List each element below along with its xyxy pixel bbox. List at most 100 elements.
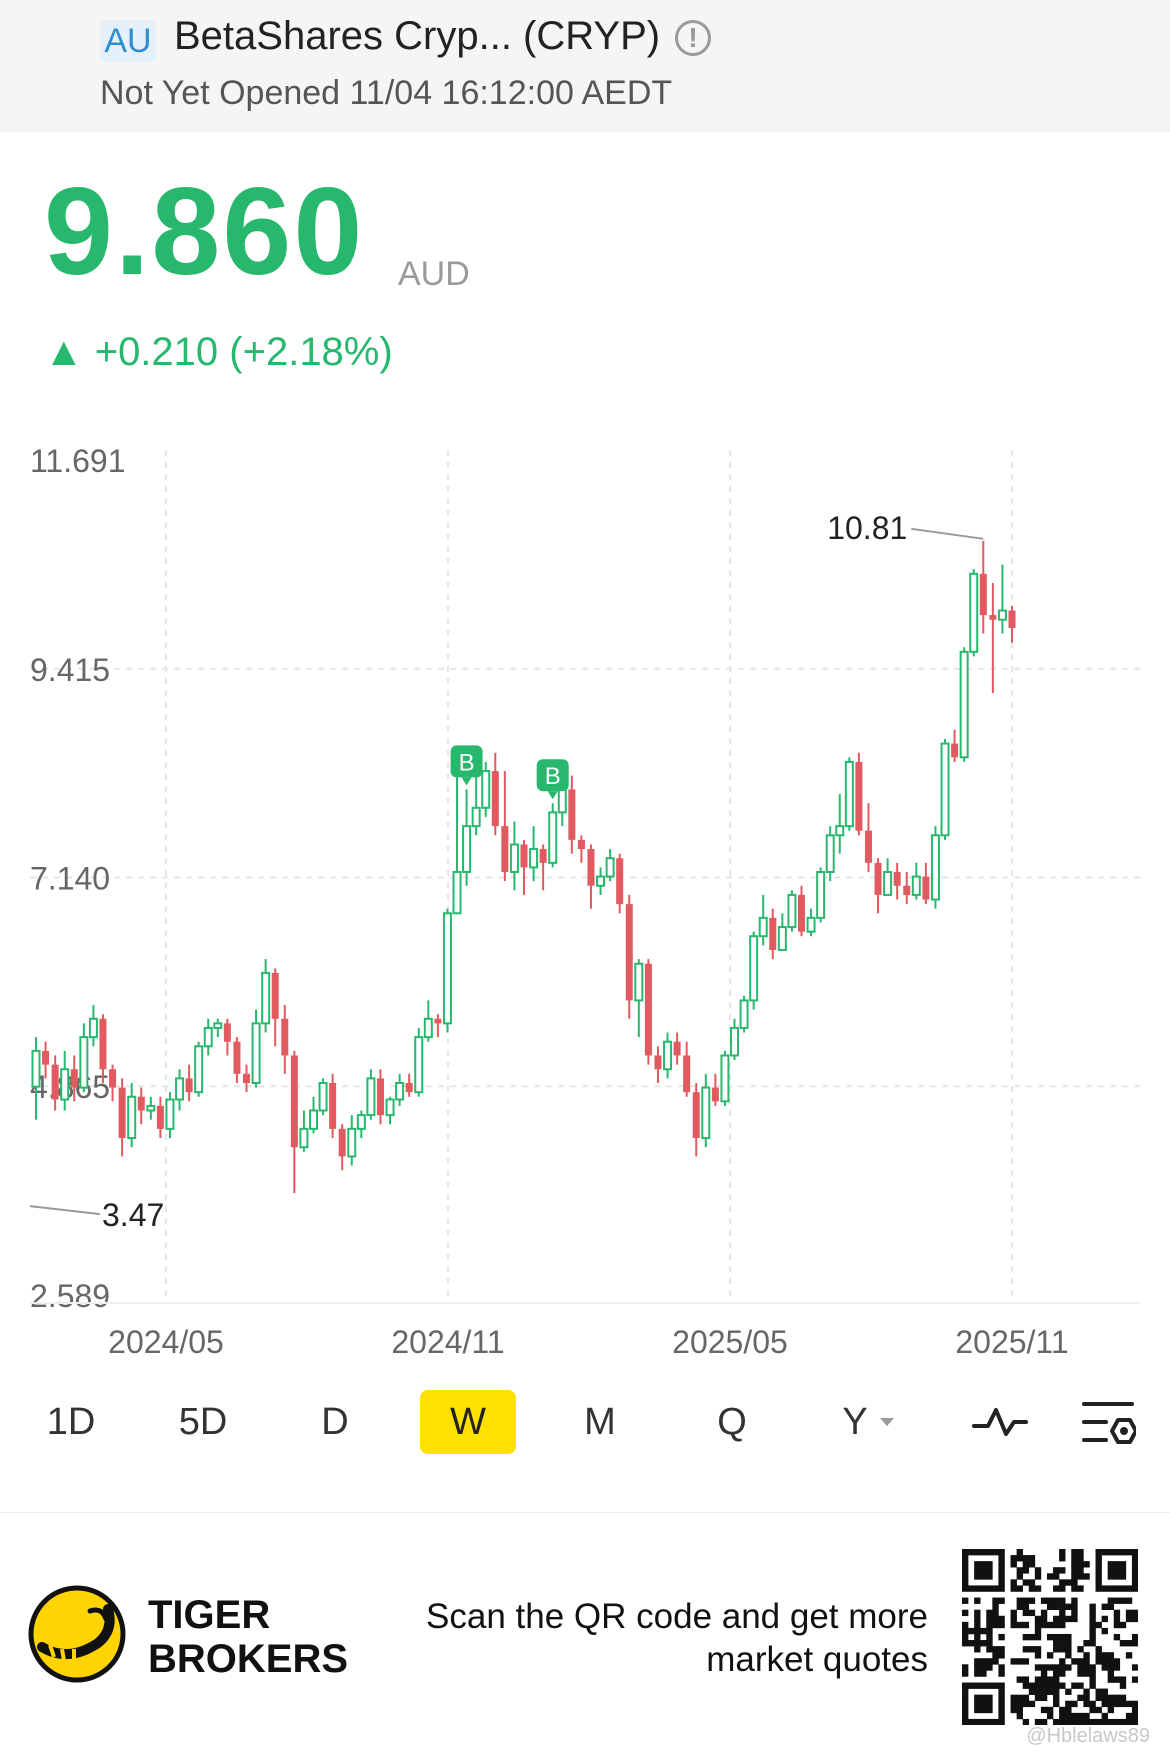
- qr-module: [1119, 1561, 1127, 1568]
- qr-module: [1053, 1694, 1060, 1702]
- qr-module: [1107, 1567, 1115, 1574]
- qr-module: [1131, 1712, 1138, 1720]
- candle-body: [233, 1041, 241, 1074]
- qr-module: [1107, 1573, 1115, 1580]
- qr-module: [1095, 1567, 1102, 1574]
- candle-body: [844, 760, 854, 828]
- qr-module: [1065, 1652, 1072, 1659]
- qr-module: [1083, 1640, 1090, 1647]
- qr-module: [1107, 1676, 1115, 1683]
- candle-body: [127, 1095, 137, 1140]
- qr-module: [1113, 1718, 1121, 1725]
- qr-module: [1053, 1615, 1060, 1623]
- chart-settings-button[interactable]: [1078, 1390, 1138, 1454]
- qr-module: [1065, 1700, 1072, 1708]
- qr-module: [1022, 1682, 1030, 1689]
- qr-module: [974, 1682, 981, 1689]
- tab-w[interactable]: W: [420, 1390, 516, 1454]
- qr-module: [1059, 1706, 1066, 1714]
- qr-module: [1071, 1573, 1078, 1580]
- scan-prompt: Scan the QR code and get more market quo…: [426, 1595, 928, 1681]
- candle-body: [175, 1077, 185, 1101]
- x-tick-label: 2025/05: [672, 1324, 788, 1360]
- qr-module: [974, 1718, 981, 1725]
- candle-body: [959, 650, 969, 759]
- qr-module: [1034, 1585, 1042, 1592]
- y-tick-label: 9.415: [30, 652, 110, 688]
- qr-module: [980, 1561, 987, 1568]
- qr-module: [1101, 1664, 1108, 1671]
- candle-body: [165, 1098, 175, 1130]
- candle-body: [261, 971, 271, 1025]
- candle-body: [864, 830, 872, 863]
- qr-module: [1034, 1646, 1042, 1653]
- qr-module: [998, 1694, 1005, 1702]
- tab-d[interactable]: D: [321, 1400, 349, 1443]
- candle-body: [654, 1055, 662, 1070]
- qr-module: [998, 1549, 1005, 1556]
- qr-module: [980, 1567, 987, 1574]
- qr-module: [1101, 1652, 1108, 1659]
- qr-module: [974, 1633, 981, 1641]
- candle-body: [366, 1077, 376, 1117]
- qr-module: [1022, 1597, 1030, 1604]
- qr-module: [1065, 1718, 1072, 1725]
- candle-body: [213, 1022, 223, 1029]
- candle-body: [548, 811, 558, 864]
- qr-module: [1119, 1694, 1127, 1702]
- qr-module: [1059, 1640, 1066, 1647]
- qr-module: [1065, 1633, 1072, 1641]
- qr-module: [1028, 1633, 1036, 1641]
- candle-body: [109, 1069, 117, 1088]
- tiger-logo-icon: [28, 1585, 126, 1683]
- qr-module: [1095, 1555, 1102, 1562]
- tab-1d[interactable]: 1D: [46, 1400, 96, 1443]
- qr-module: [1053, 1567, 1060, 1574]
- qr-module: [1071, 1700, 1078, 1708]
- qr-module: [1016, 1700, 1023, 1708]
- qr-module: [1077, 1718, 1084, 1725]
- tab-q[interactable]: Q: [717, 1400, 747, 1443]
- qr-module: [1131, 1549, 1138, 1556]
- qr-module: [1016, 1555, 1023, 1562]
- tab-m[interactable]: M: [584, 1400, 616, 1443]
- qr-module: [1059, 1682, 1066, 1689]
- qr-module: [1065, 1579, 1072, 1586]
- candle-body: [720, 1054, 730, 1103]
- qr-module: [1046, 1682, 1054, 1689]
- indicator-button[interactable]: [970, 1390, 1030, 1454]
- qr-module: [1016, 1603, 1023, 1610]
- tab-5d[interactable]: 5D: [178, 1400, 228, 1443]
- qr-module: [1107, 1597, 1115, 1604]
- qr-module: [998, 1567, 1005, 1574]
- qr-module: [1010, 1694, 1017, 1702]
- qr-module: [1131, 1579, 1138, 1586]
- qr-module: [1028, 1682, 1036, 1689]
- candle-body: [587, 849, 595, 886]
- qr-module: [980, 1700, 987, 1708]
- qr-module: [1131, 1573, 1138, 1580]
- qr-module: [1065, 1688, 1072, 1695]
- qr-module: [1071, 1597, 1078, 1604]
- weekly-candlestick-chart[interactable]: 11.691 9.415 7.140 4.865 2.589 2024/05 2024/11…: [0, 430, 1170, 1360]
- qr-module: [1034, 1688, 1042, 1695]
- qr-module: [1046, 1664, 1054, 1671]
- candle-body: [951, 743, 959, 758]
- indicator-icon: [972, 1408, 1028, 1436]
- candle-body: [777, 926, 787, 951]
- tab-y[interactable]: Y: [840, 1390, 900, 1454]
- qr-module: [1046, 1676, 1054, 1683]
- qr-code-icon[interactable]: [962, 1549, 1138, 1725]
- info-circle-icon[interactable]: !: [675, 20, 711, 56]
- qr-module: [1083, 1718, 1090, 1725]
- qr-module: [1107, 1561, 1115, 1568]
- qr-module: [1077, 1561, 1084, 1568]
- qr-module: [1107, 1700, 1115, 1708]
- qr-module: [998, 1646, 1005, 1653]
- qr-module: [1053, 1682, 1060, 1689]
- qr-module: [1077, 1549, 1084, 1556]
- candle-body: [625, 904, 633, 1001]
- qr-module: [992, 1603, 999, 1610]
- candle-body: [529, 848, 539, 869]
- qr-module: [1016, 1567, 1023, 1574]
